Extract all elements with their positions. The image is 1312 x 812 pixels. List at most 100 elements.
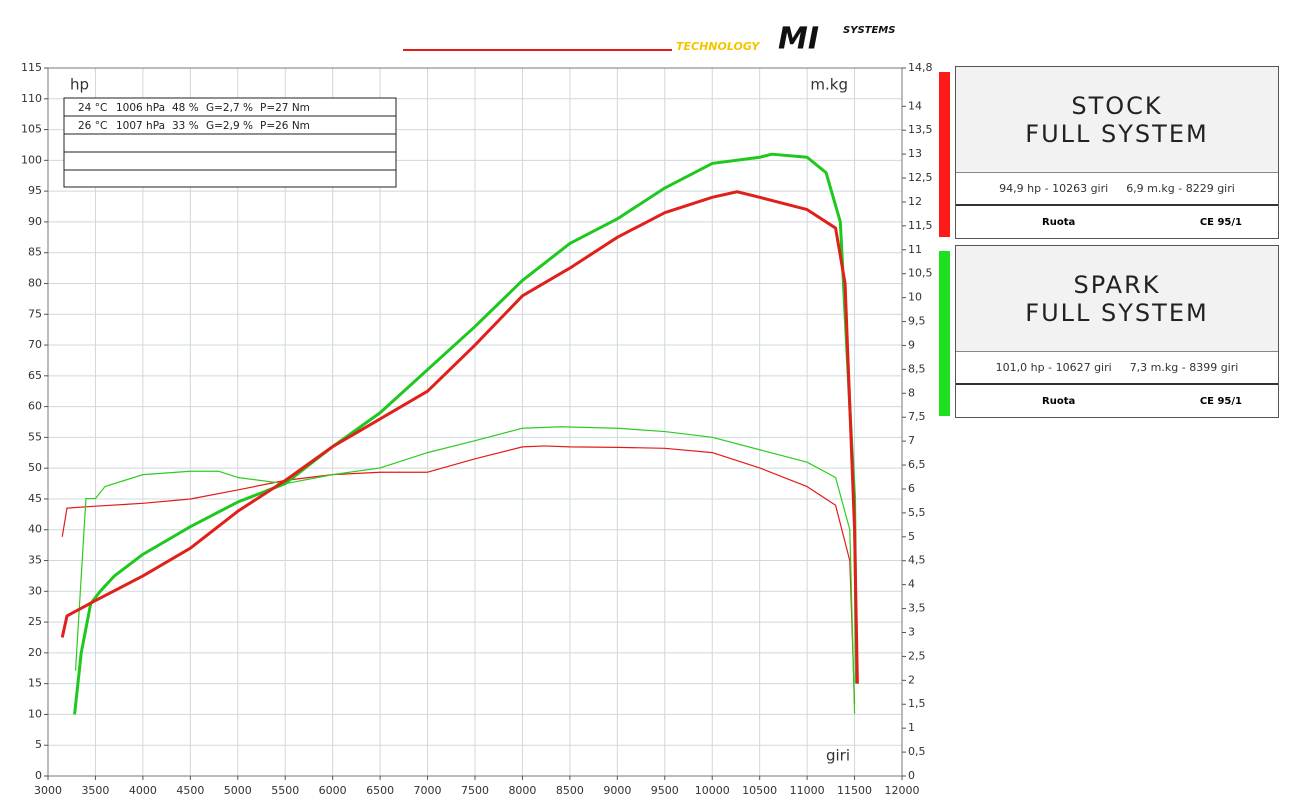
x-tick-label: 3000 bbox=[34, 784, 62, 797]
y-tick-label: 20 bbox=[28, 646, 42, 659]
y2-tick-label: 14,8 bbox=[908, 61, 933, 74]
y-tick-label: 80 bbox=[28, 276, 42, 289]
y2-tick-label: 10,5 bbox=[908, 267, 933, 280]
y-tick-label: 55 bbox=[28, 430, 42, 443]
panel-title-line: STOCK bbox=[1071, 91, 1163, 120]
series-line bbox=[60, 190, 859, 684]
y2-tick-label: 5 bbox=[908, 530, 915, 543]
y2-tick-label: 10 bbox=[908, 291, 922, 304]
x-tick-label: 9500 bbox=[651, 784, 679, 797]
y2-tick-label: 2,5 bbox=[908, 649, 926, 662]
panel-stat: 101,0 hp - 10627 giri bbox=[995, 361, 1112, 374]
info-cell: 26 °C bbox=[78, 120, 107, 132]
info-cell: 33 % bbox=[172, 120, 199, 132]
y2-tick-label: 3 bbox=[908, 625, 915, 638]
y2-tick-label: 11 bbox=[908, 243, 922, 256]
y2-tick-label: 11,5 bbox=[908, 219, 933, 232]
y-tick-label: 45 bbox=[28, 492, 42, 505]
y-tick-label: 0 bbox=[35, 769, 42, 782]
y2-tick-label: 13,5 bbox=[908, 123, 933, 136]
info-cell: 24 °C bbox=[78, 102, 107, 114]
y-tick-label: 25 bbox=[28, 615, 42, 628]
panel-title: SPARK FULL SYSTEM bbox=[956, 246, 1278, 352]
x-tick-label: 11500 bbox=[837, 784, 872, 797]
panel-footer: Ruota CE 95/1 bbox=[956, 383, 1278, 417]
y-tick-label: 100 bbox=[21, 153, 42, 166]
info-cell: G=2,7 % bbox=[206, 102, 253, 114]
info-cell: G=2,9 % bbox=[206, 120, 253, 132]
series-line bbox=[61, 445, 856, 705]
x-tick-label: 12000 bbox=[885, 784, 920, 797]
y-tick-label: 115 bbox=[21, 61, 42, 74]
x-tick-label: 8500 bbox=[556, 784, 584, 797]
legend-panel: SPARK FULL SYSTEM 101,0 hp - 10627 giri 7,3… bbox=[955, 245, 1279, 418]
y2-tick-label: 4 bbox=[908, 578, 915, 591]
x-tick-label: 7000 bbox=[414, 784, 442, 797]
logo-text: SYSTEMS bbox=[843, 25, 895, 36]
chart: TECHNOLOGY MI SYSTEMS hp m.kg giri 3000 3… bbox=[21, 22, 933, 798]
panel-title-line: SPARK bbox=[1073, 270, 1161, 299]
y2-tick-label: 7 bbox=[908, 434, 915, 447]
y2-tick-label: 5,5 bbox=[908, 506, 926, 519]
x-tick-label: 7500 bbox=[461, 784, 489, 797]
series-line bbox=[74, 426, 856, 714]
x-tick-label: 3500 bbox=[81, 784, 109, 797]
y-tick-label: 30 bbox=[28, 584, 42, 597]
y2-tick-label: 8 bbox=[908, 386, 915, 399]
y2-tick-label: 13 bbox=[908, 147, 922, 160]
y-tick-label: 15 bbox=[28, 677, 42, 690]
y2-tick-label: 14 bbox=[908, 99, 922, 112]
info-cell: 48 % bbox=[172, 102, 199, 114]
panel-footer-text: Ruota bbox=[1042, 395, 1076, 407]
y-tick-label: 60 bbox=[28, 400, 42, 413]
panel-stats: 101,0 hp - 10627 giri 7,3 m.kg - 8399 gir… bbox=[956, 352, 1278, 383]
y-tick-label: 105 bbox=[21, 123, 42, 136]
y2-tick-label: 1 bbox=[908, 721, 915, 734]
x-tick-label: 9000 bbox=[603, 784, 631, 797]
y2-tick-label: 7,5 bbox=[908, 410, 926, 423]
x-axis-label: giri bbox=[826, 747, 850, 765]
y2-axis-label: m.kg bbox=[810, 76, 848, 94]
x-tick-label: 10000 bbox=[695, 784, 730, 797]
y-tick-label: 75 bbox=[28, 307, 42, 320]
panel-color-bar bbox=[939, 72, 950, 237]
panel-stat: 6,9 m.kg - 8229 giri bbox=[1126, 182, 1235, 195]
y2-tick-label: 4,5 bbox=[908, 554, 926, 567]
panel-stats: 94,9 hp - 10263 giri 6,9 m.kg - 8229 giri bbox=[956, 173, 1278, 204]
y2-tick-label: 0,5 bbox=[908, 745, 926, 758]
y-axis-label: hp bbox=[70, 76, 89, 94]
y-tick-label: 95 bbox=[28, 184, 42, 197]
y-tick-label: 5 bbox=[35, 738, 42, 751]
info-cell: 1007 hPa bbox=[116, 120, 165, 132]
y2-tick-label: 12 bbox=[908, 195, 922, 208]
info-cell: P=26 Nm bbox=[260, 120, 310, 132]
logo-text: TECHNOLOGY bbox=[676, 40, 760, 53]
y2-tick-label: 8,5 bbox=[908, 362, 926, 375]
x-tick-label: 5000 bbox=[224, 784, 252, 797]
y2-tick-label: 9 bbox=[908, 338, 915, 351]
y-tick-label: 50 bbox=[28, 461, 42, 474]
y-tick-label: 40 bbox=[28, 523, 42, 536]
x-tick-label: 8000 bbox=[508, 784, 536, 797]
y2-tick-label: 6 bbox=[908, 482, 915, 495]
y2-tick-label: 6,5 bbox=[908, 458, 926, 471]
info-cell: 1006 hPa bbox=[116, 102, 165, 114]
logo-text: MI bbox=[778, 22, 819, 57]
panel-title-line: FULL SYSTEM bbox=[1025, 119, 1209, 148]
y-tick-label: 35 bbox=[28, 554, 42, 567]
panel-footer-text: Ruota bbox=[1042, 216, 1076, 228]
y2-tick-label: 2 bbox=[908, 673, 915, 686]
panel-footer: Ruota CE 95/1 bbox=[956, 204, 1278, 238]
y-tick-label: 110 bbox=[21, 92, 42, 105]
x-tick-label: 4000 bbox=[129, 784, 157, 797]
panel-footer-text: CE 95/1 bbox=[1199, 395, 1242, 407]
x-tick-label: 4500 bbox=[176, 784, 204, 797]
panel-color-bar bbox=[939, 251, 950, 416]
x-tick-label: 11000 bbox=[790, 784, 825, 797]
panel-footer-text: CE 95/1 bbox=[1199, 216, 1242, 228]
y2-tick-label: 3,5 bbox=[908, 602, 926, 615]
y-tick-label: 10 bbox=[28, 707, 42, 720]
panel-stat: 7,3 m.kg - 8399 giri bbox=[1129, 361, 1239, 374]
y2-tick-label: 1,5 bbox=[908, 697, 926, 710]
